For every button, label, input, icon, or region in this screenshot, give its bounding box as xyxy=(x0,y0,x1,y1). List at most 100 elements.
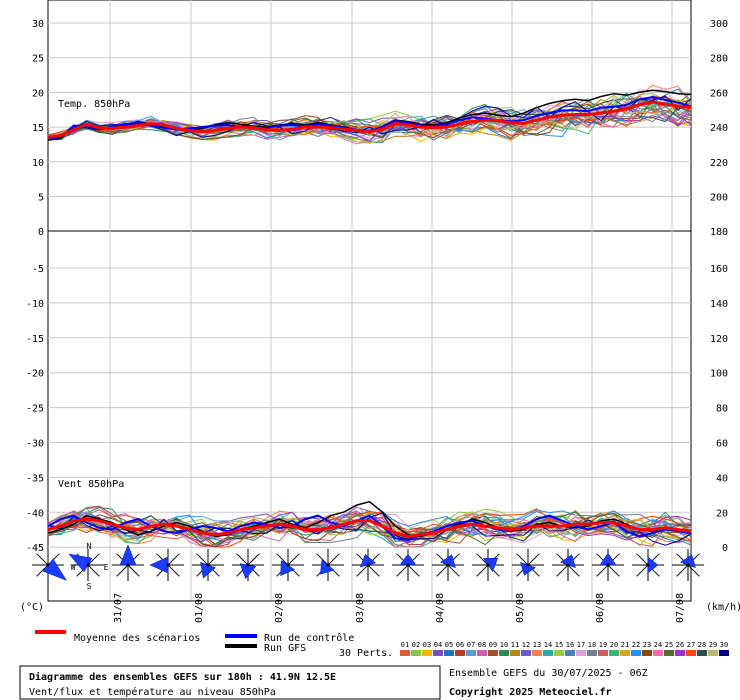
wind-rose-petal xyxy=(559,554,576,569)
pert-legend-number: 19 xyxy=(599,641,607,649)
wind-rose xyxy=(32,549,68,581)
compass-w: W xyxy=(71,563,76,572)
wind-rose-center xyxy=(286,563,290,567)
wind-rose xyxy=(112,544,144,581)
temp-right-tick: 300 xyxy=(710,19,728,30)
wind-rose-center xyxy=(326,563,330,567)
wind-rose-center xyxy=(246,563,250,567)
wind-rose-center xyxy=(686,563,690,567)
wind-right-tick: 0 xyxy=(722,543,728,554)
wind-rose xyxy=(192,549,224,581)
wind-rose xyxy=(392,549,424,581)
x-tick-label: 04/08 xyxy=(435,593,446,623)
wind-rose-center xyxy=(406,563,410,567)
wind-rose xyxy=(472,549,504,581)
pert-legend-swatch xyxy=(477,650,487,656)
pert-legend-number: 21 xyxy=(621,641,629,649)
wind-rose-center xyxy=(486,563,490,567)
temp-right-tick: 180 xyxy=(710,227,728,238)
pert-legend-swatch xyxy=(598,650,608,656)
wind-right-tick: 60 xyxy=(716,439,728,450)
wind-rose-petal xyxy=(399,553,417,566)
wind-rose-petal xyxy=(68,553,93,573)
pert-legend-swatch xyxy=(543,650,553,656)
compass-s: S xyxy=(87,582,92,591)
pert-legend-swatch xyxy=(719,650,729,656)
pert-legend-number: 13 xyxy=(533,641,541,649)
right-unit-label: (km/h) xyxy=(706,602,740,613)
compass-n: N xyxy=(87,542,92,551)
temp-perturbation-line xyxy=(47,99,692,137)
pert-legend-number: 11 xyxy=(511,641,519,649)
pert-legend-number: 18 xyxy=(588,641,596,649)
wind-rose xyxy=(632,549,664,581)
pert-legend-swatch xyxy=(433,650,443,656)
pert-legend-swatch xyxy=(653,650,663,656)
wind-rose-center xyxy=(446,563,450,567)
wind-rose-petal xyxy=(119,544,137,566)
x-tick-label: 06/08 xyxy=(595,593,606,623)
wind-rose xyxy=(512,549,544,581)
footer-subtitle: Vent/flux et température au niveau 850hP… xyxy=(29,686,276,698)
temp-left-tick: 25 xyxy=(32,54,44,65)
temp-mean-line xyxy=(47,100,692,139)
x-tick-label: 07/08 xyxy=(675,593,686,623)
footer-title-box xyxy=(19,665,441,700)
pert-legend-swatch xyxy=(576,650,586,656)
pert-legend-swatch xyxy=(642,650,652,656)
pert-legend-swatch xyxy=(587,650,597,656)
wind-left-tick: -45 xyxy=(26,543,44,554)
x-tick-label: 05/08 xyxy=(515,593,526,623)
pert-legend-number: 20 xyxy=(610,641,618,649)
wind-right-tick: 140 xyxy=(710,299,728,310)
wind-rose-petal xyxy=(520,561,537,576)
pert-legend-number: 25 xyxy=(665,641,673,649)
wind-rose-center xyxy=(46,563,50,567)
footer-run: Ensemble GEFS du 30/07/2025 - 06Z xyxy=(449,668,648,679)
wind-panel xyxy=(47,230,692,602)
pert-legend-swatch xyxy=(609,650,619,656)
pert-legend-swatch xyxy=(532,650,542,656)
pert-legend-swatch xyxy=(455,650,465,656)
pert-legend-number: 22 xyxy=(632,641,640,649)
wind-rose xyxy=(149,549,184,581)
wind-rose-petal xyxy=(320,559,335,575)
pert-legend-number: 06 xyxy=(456,641,464,649)
temp-left-tick: 0 xyxy=(38,227,44,238)
pert-legend-number: 03 xyxy=(423,641,431,649)
pert-legend-swatch xyxy=(488,650,498,656)
pert-legend-swatch xyxy=(422,650,432,656)
wind-right-tick: 40 xyxy=(716,473,728,484)
pert-legend-swatch xyxy=(697,650,707,656)
wind-rose-petal xyxy=(280,559,296,576)
wind-roses: N S W E xyxy=(32,542,704,591)
pert-legend-swatch xyxy=(631,650,641,656)
pert-legend-swatch xyxy=(499,650,509,656)
pert-legend-number: 15 xyxy=(555,641,563,649)
pert-legend-number: 02 xyxy=(412,641,420,649)
pert-legend-number: 30 xyxy=(720,641,728,649)
wind-left-tick: -15 xyxy=(26,334,44,345)
wind-rose-petal xyxy=(679,554,696,569)
grid xyxy=(48,0,691,600)
pert-legend-number: 14 xyxy=(544,641,552,649)
wind-rose-center xyxy=(566,563,570,567)
x-tick-label: 02/08 xyxy=(274,593,285,623)
pert-legend-number: 26 xyxy=(676,641,684,649)
wind-right-tick: 20 xyxy=(716,508,728,519)
pert-legend-swatch xyxy=(400,650,410,656)
wind-right-tick: 160 xyxy=(710,264,728,275)
wind-gfs-line xyxy=(47,500,692,538)
wind-rose-center xyxy=(206,563,210,567)
compass-e: E xyxy=(104,563,109,572)
legend-gfs-label: Run GFS xyxy=(264,643,306,654)
wind-rose-petal xyxy=(239,563,257,580)
x-tick-label: 01/08 xyxy=(194,593,205,623)
legend-control-label: Run de contrôle xyxy=(264,632,354,644)
wind-rose-petal xyxy=(149,556,169,574)
temp-left-tick: 5 xyxy=(38,193,44,204)
wind-right-tick: 80 xyxy=(716,404,728,415)
pert-legend-number: 05 xyxy=(445,641,453,649)
